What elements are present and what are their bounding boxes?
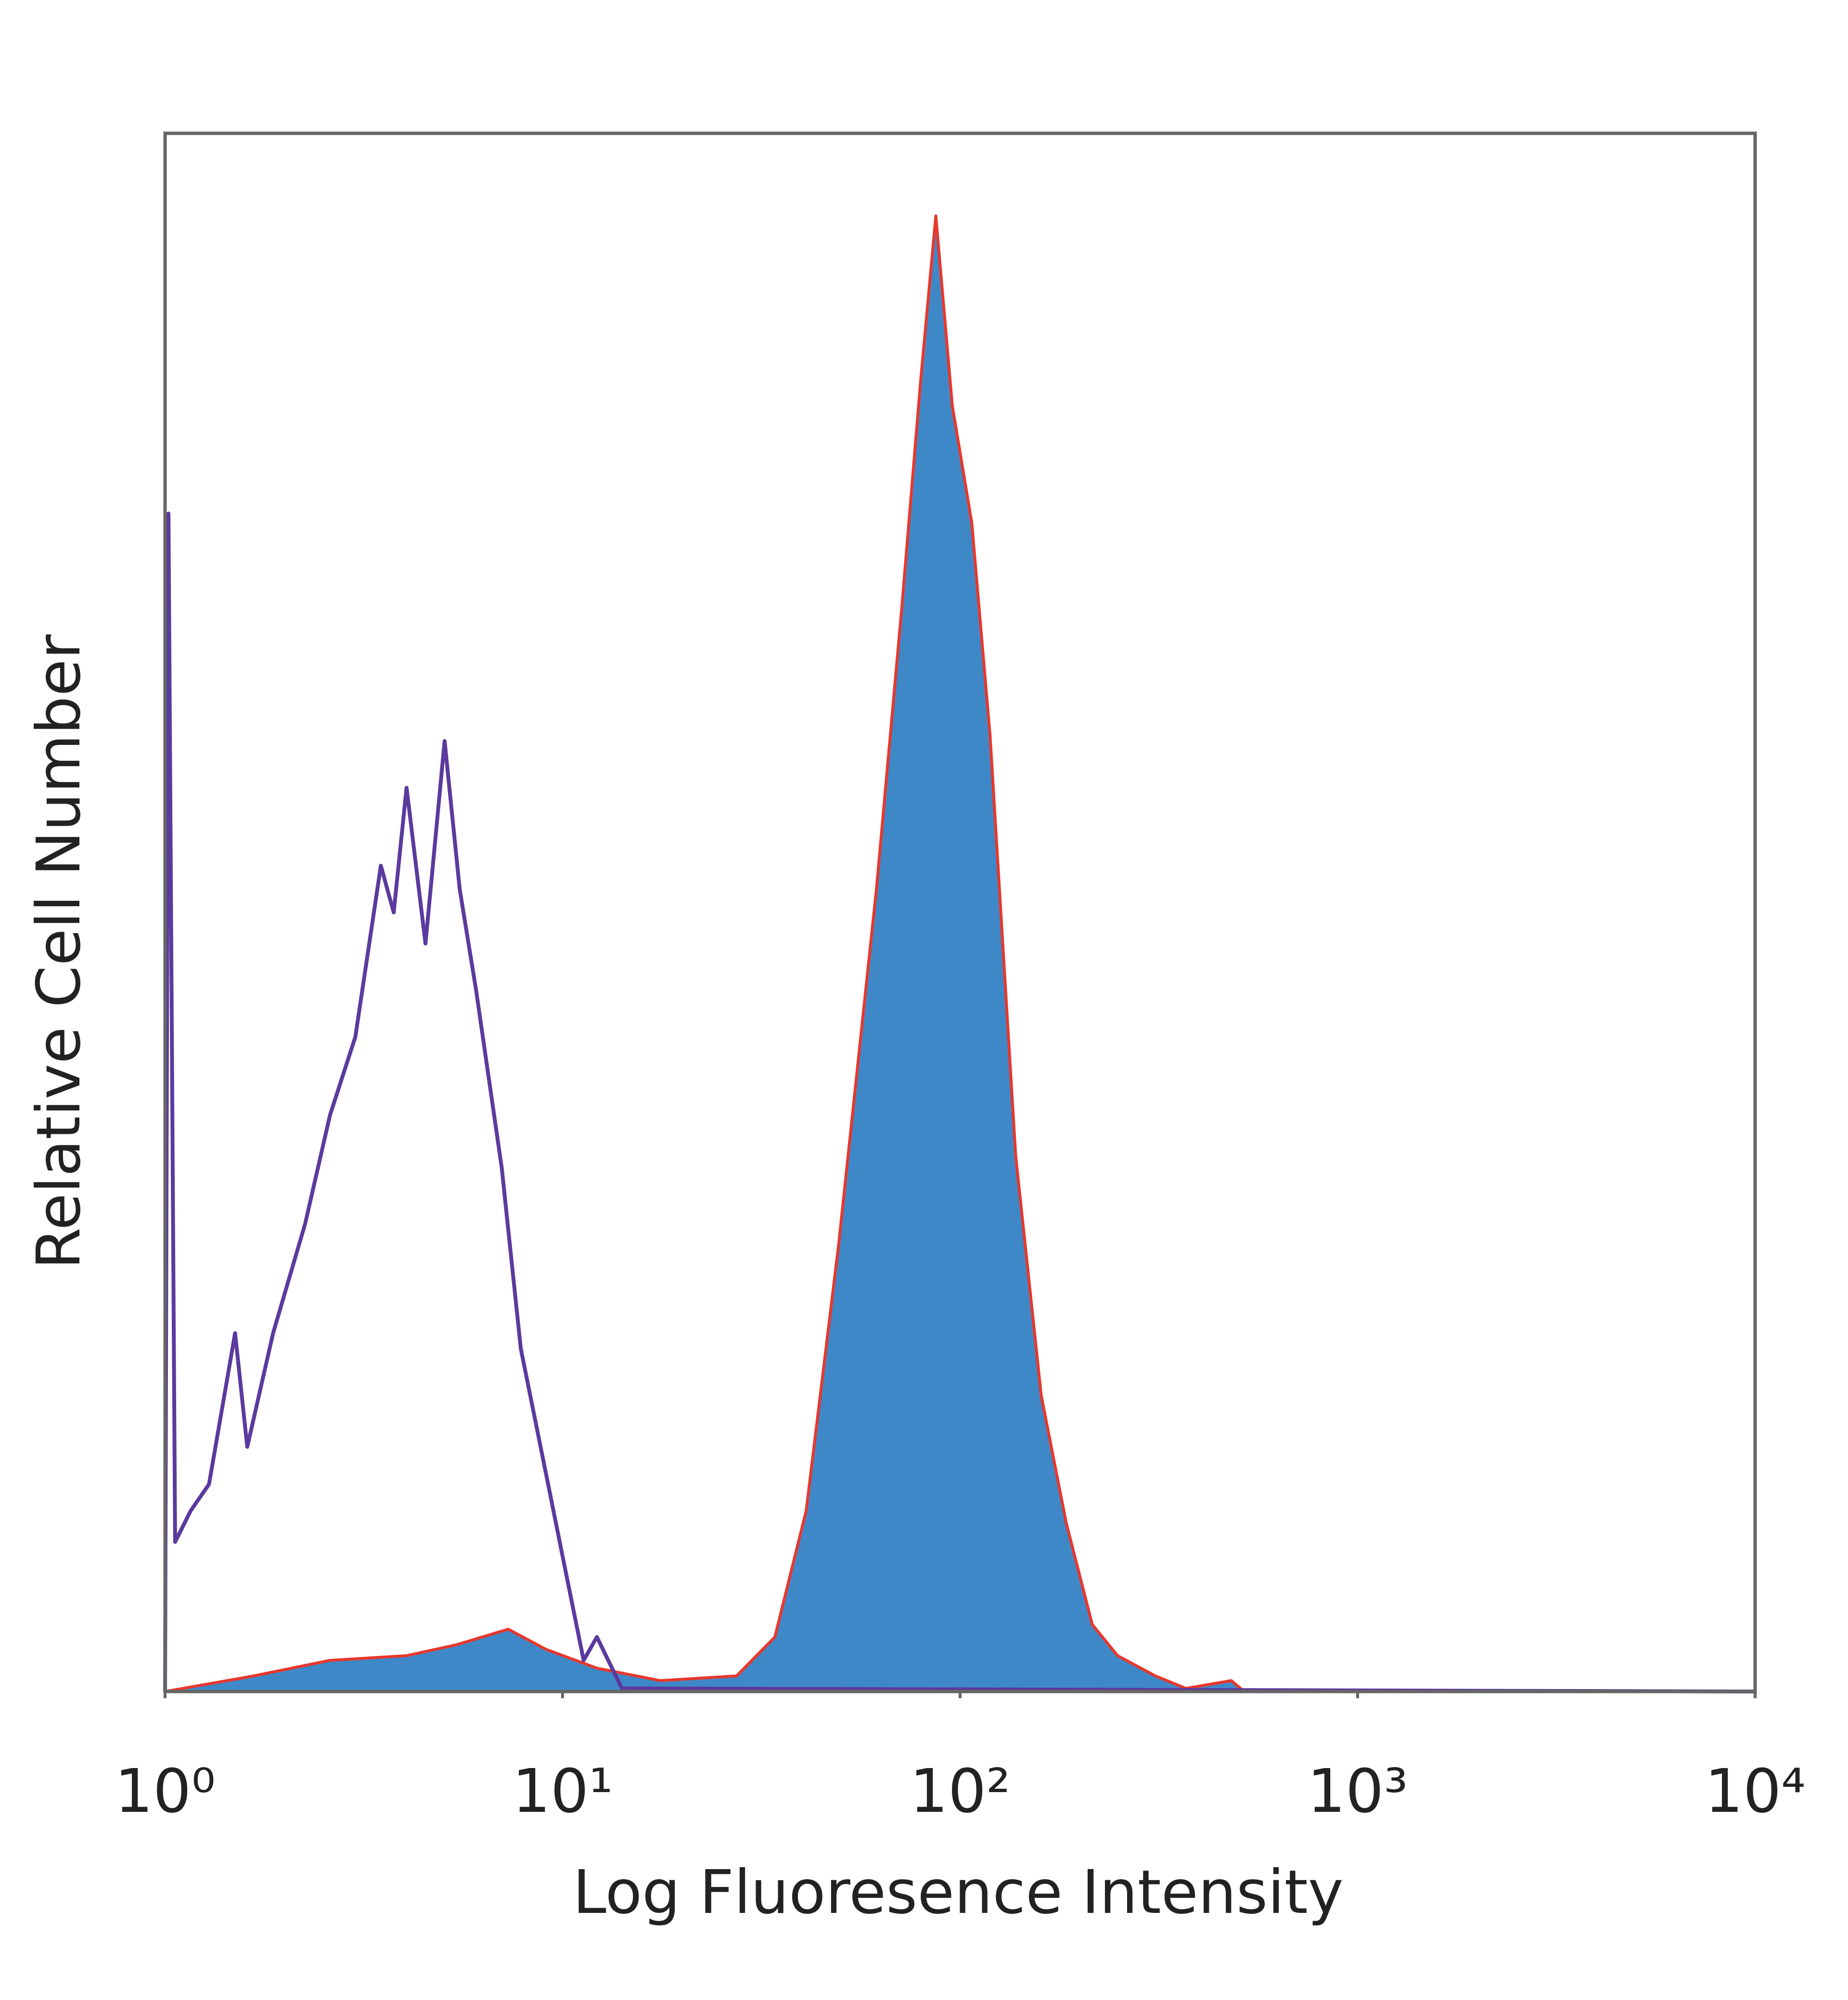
x-tick-label: 10²: [910, 1756, 1010, 1826]
x-tick-label: 10⁰: [115, 1756, 215, 1826]
histogram-line: [163, 512, 1756, 1693]
y-axis-title: Relative Cell Number: [24, 634, 94, 1269]
x-tick-label: 10³: [1307, 1756, 1408, 1826]
x-axis-title: Log Fluoresence Intensity: [573, 1858, 1344, 1927]
histogram-area: [165, 216, 1755, 1692]
x-tick-label: 10¹: [512, 1756, 613, 1826]
histogram-line: [165, 214, 1755, 1693]
x-tick-label: 10⁴: [1705, 1756, 1805, 1826]
